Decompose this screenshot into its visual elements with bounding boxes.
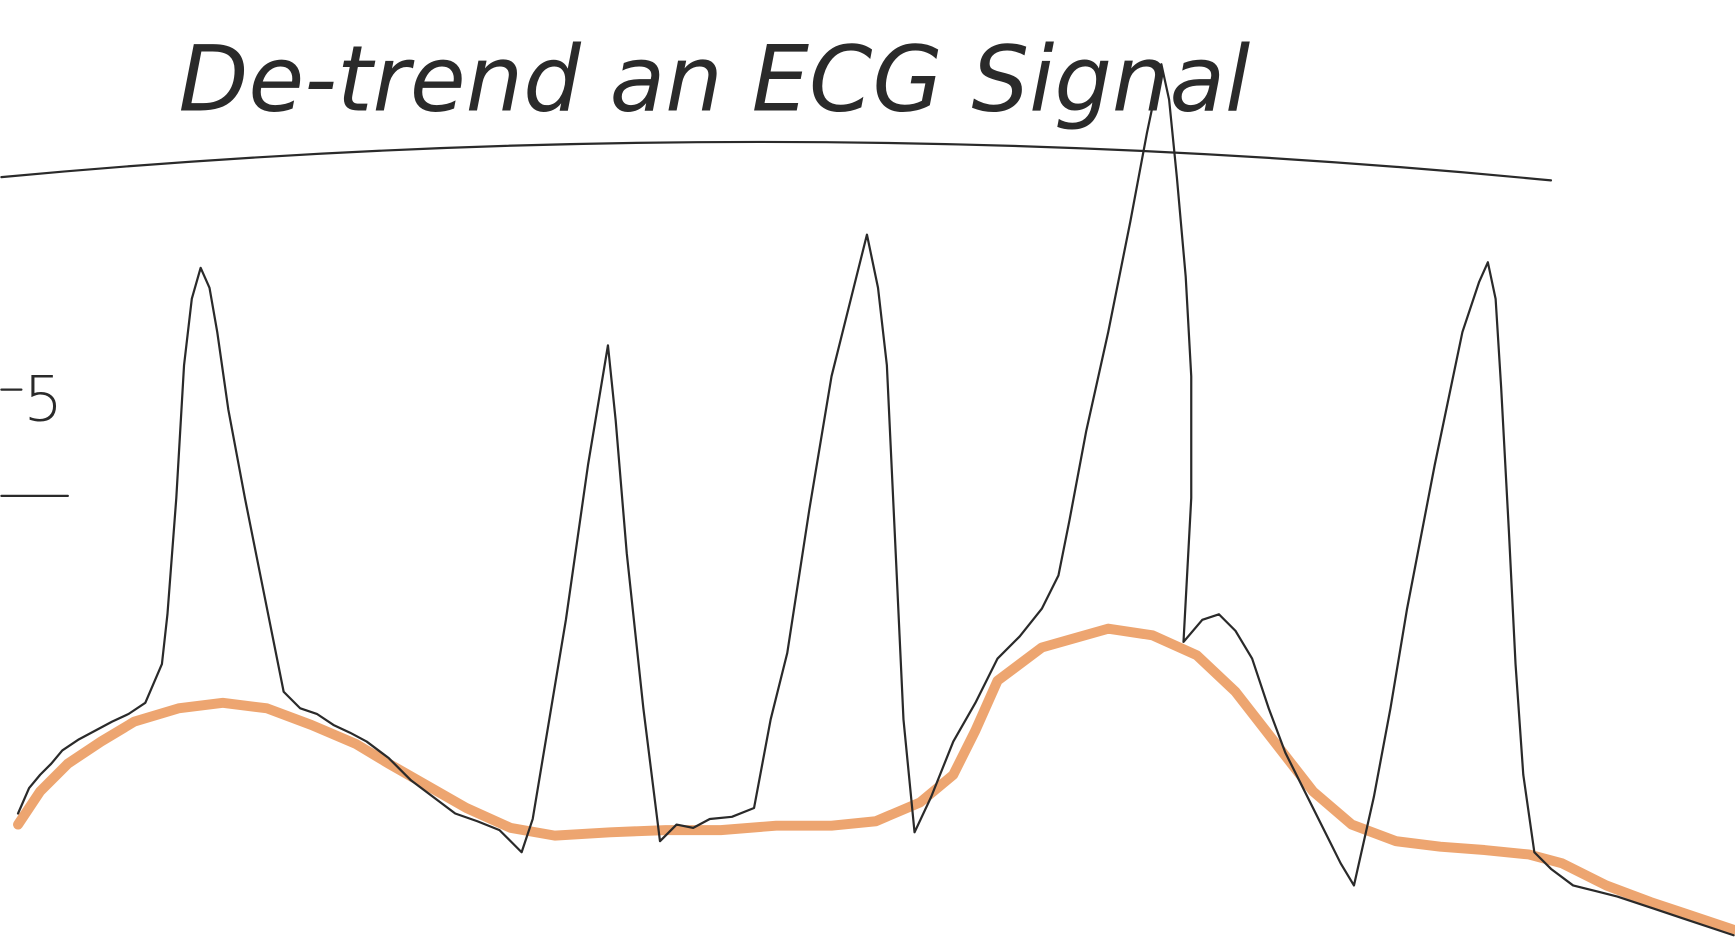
side-label: 5 [24, 363, 63, 436]
title: De-trend an ECG Signal [179, 28, 1251, 133]
trend-curve [13, 623, 1735, 935]
title-underline [0, 140, 1553, 182]
ecg-signal [16, 63, 1735, 937]
